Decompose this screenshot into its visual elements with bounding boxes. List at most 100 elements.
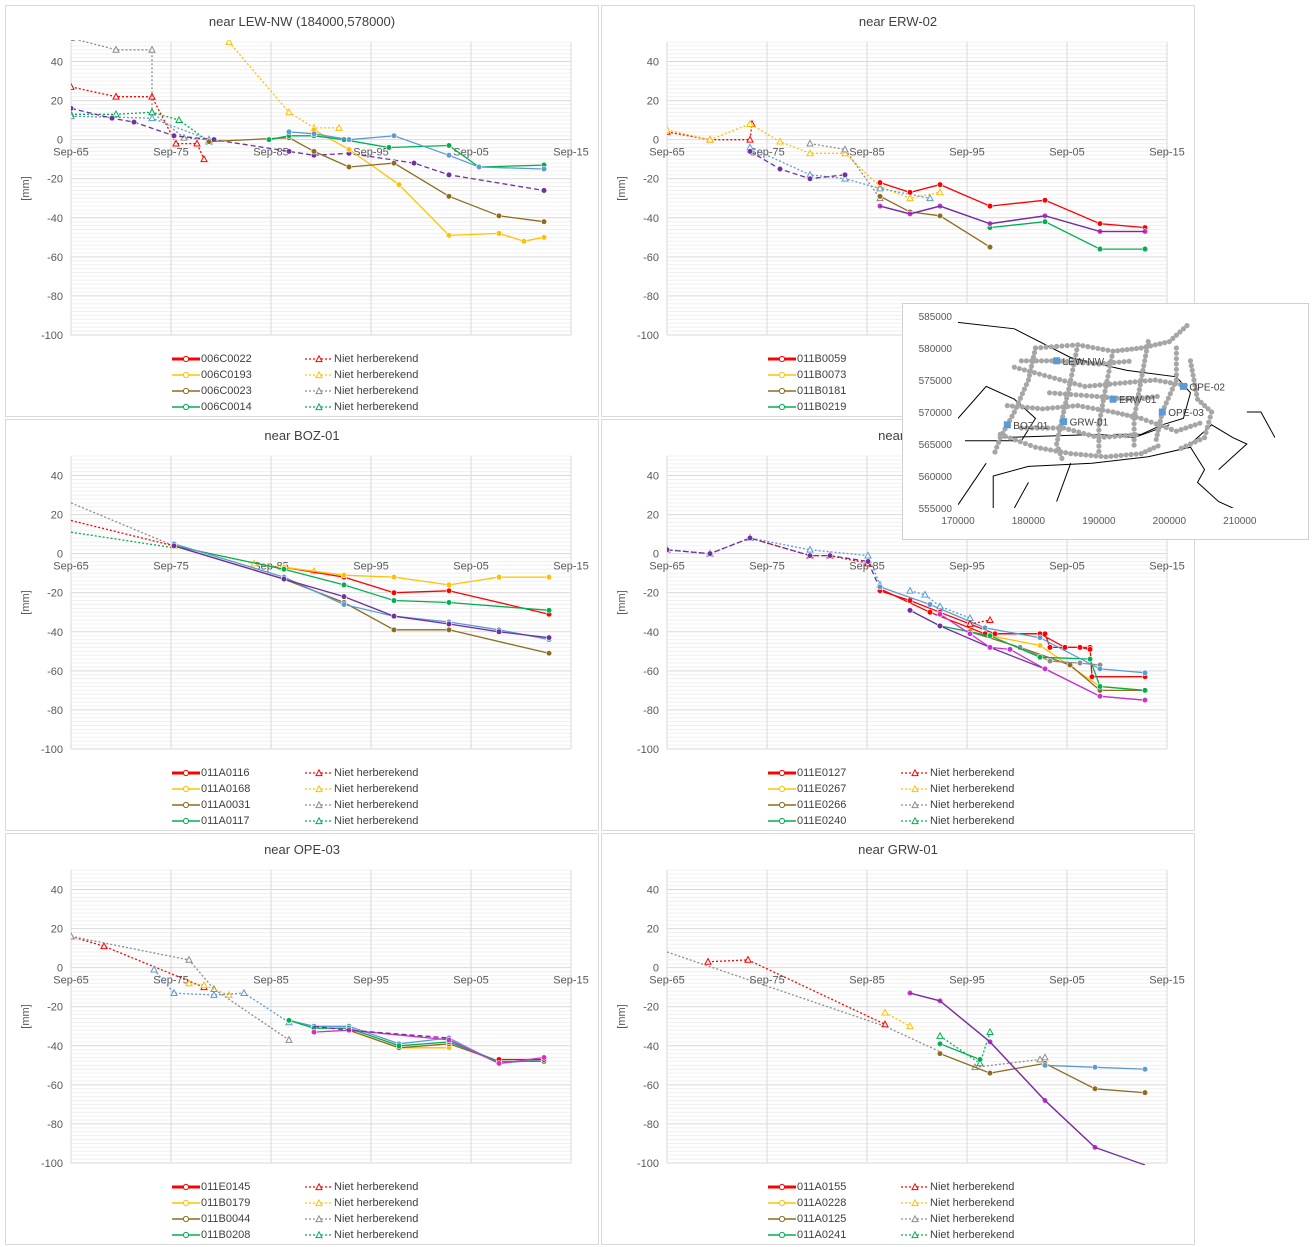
benchmark-point <box>1090 344 1096 351</box>
data-point <box>881 1008 889 1016</box>
map-y-tick: 575000 <box>919 376 953 387</box>
data-point <box>936 181 944 188</box>
data-point <box>704 957 712 965</box>
legend-label: Niet herberekend <box>930 1181 1015 1194</box>
data-point <box>540 218 548 225</box>
data-point <box>185 955 193 963</box>
series-line <box>268 135 545 168</box>
y-tick-label: 0 <box>57 549 63 561</box>
legend-item: 011A0031 <box>171 799 250 813</box>
legend-item: 011B0219 <box>767 401 846 415</box>
data-point <box>495 212 503 219</box>
benchmark-point <box>1027 442 1034 448</box>
legend-item: 011A0125 <box>767 1213 846 1227</box>
benchmark-point <box>1054 441 1060 447</box>
benchmark-point <box>1070 367 1076 373</box>
data-point <box>667 546 671 553</box>
legend-item: Niet herberekend <box>900 1229 1014 1243</box>
benchmark-point <box>1038 358 1045 364</box>
data-point <box>71 105 75 112</box>
data-point <box>445 193 453 200</box>
data-point <box>936 188 944 196</box>
benchmark-point <box>1007 435 1013 441</box>
benchmark-point <box>1152 377 1158 383</box>
data-point <box>706 550 714 557</box>
location-map: 585000 580000 575000 570000 565000 560000 5550… <box>919 312 1275 527</box>
benchmark-point <box>1052 390 1058 396</box>
benchmark-point <box>1075 403 1081 409</box>
benchmark-point <box>1050 425 1056 431</box>
benchmark-point <box>1117 433 1123 439</box>
y-tick-label: 20 <box>51 96 63 108</box>
benchmark-point <box>1034 405 1041 411</box>
legend-label: 011A0117 <box>201 815 250 828</box>
benchmark-point <box>1029 405 1036 411</box>
data-point <box>864 558 872 565</box>
benchmark-point <box>1167 391 1173 397</box>
data-point <box>200 154 208 163</box>
data-point <box>335 123 343 131</box>
legend-swatch <box>901 1198 929 1207</box>
benchmark-point <box>1064 359 1070 365</box>
benchmark-point <box>1049 405 1056 411</box>
legend-swatch <box>172 1215 200 1223</box>
data-point <box>976 1056 984 1063</box>
benchmark-point <box>1009 403 1015 409</box>
data-point <box>445 626 453 633</box>
data-point <box>936 1031 944 1039</box>
data-point <box>280 575 288 583</box>
line-chart: 40 20 0 -20 -40 -60 -80 -100 Sep-65 Sep-75 Sep-85 S… <box>616 41 1185 342</box>
x-tick-label: Sep-65 <box>649 975 684 987</box>
legend-label: Niet herberekend <box>930 1229 1015 1242</box>
y-tick-label: -100 <box>41 744 63 756</box>
benchmark-point <box>1106 368 1112 374</box>
benchmark-point <box>1106 360 1112 366</box>
data-point <box>806 139 814 147</box>
data-point <box>285 108 293 116</box>
benchmark-point <box>1134 401 1140 407</box>
benchmark-point <box>1197 420 1203 426</box>
legend-swatch <box>172 403 200 411</box>
data-point <box>445 232 453 239</box>
data-point <box>495 1060 503 1067</box>
data-point <box>310 1029 318 1036</box>
benchmark-point <box>1017 439 1023 445</box>
y-tick-label: -80 <box>643 705 659 717</box>
benchmark-point <box>1194 396 1201 402</box>
y-tick-label: -80 <box>643 291 659 303</box>
benchmark-point <box>1173 345 1179 351</box>
benchmark-point <box>1139 372 1145 378</box>
benchmark-point <box>1136 387 1142 393</box>
legend-swatch <box>901 1182 929 1191</box>
legend-swatch <box>768 785 796 793</box>
benchmark-point <box>1118 452 1124 459</box>
benchmark-point <box>1131 437 1137 443</box>
series-line <box>71 519 175 547</box>
benchmark-point <box>1059 343 1065 349</box>
legend-swatch <box>768 1183 796 1191</box>
benchmark-point <box>1105 408 1111 414</box>
legend-item: Niet herberekend <box>900 1213 1014 1227</box>
benchmark-point <box>1138 415 1144 421</box>
legend-item: 011E0240 <box>767 815 846 829</box>
legend-swatch <box>172 1231 200 1239</box>
benchmark-point <box>1028 358 1035 364</box>
data-point <box>475 163 483 171</box>
series-line <box>884 1012 911 1027</box>
station-marker <box>1003 421 1011 429</box>
data-point <box>148 45 156 53</box>
benchmark-point <box>1045 425 1051 431</box>
y-tick-label: 40 <box>647 471 659 483</box>
series-line <box>667 951 941 1053</box>
benchmark-point <box>1149 394 1155 400</box>
y-tick-label: 40 <box>51 57 63 69</box>
data-point <box>1096 665 1104 673</box>
y-tick-label: -20 <box>643 174 659 186</box>
benchmark-point <box>1063 450 1069 456</box>
x-tick-label: Sep-85 <box>253 147 288 159</box>
benchmark-point <box>1095 345 1101 352</box>
benchmark-point <box>1037 445 1044 451</box>
benchmark-point <box>1085 360 1091 366</box>
data-point <box>706 135 714 143</box>
data-point <box>936 1050 944 1057</box>
